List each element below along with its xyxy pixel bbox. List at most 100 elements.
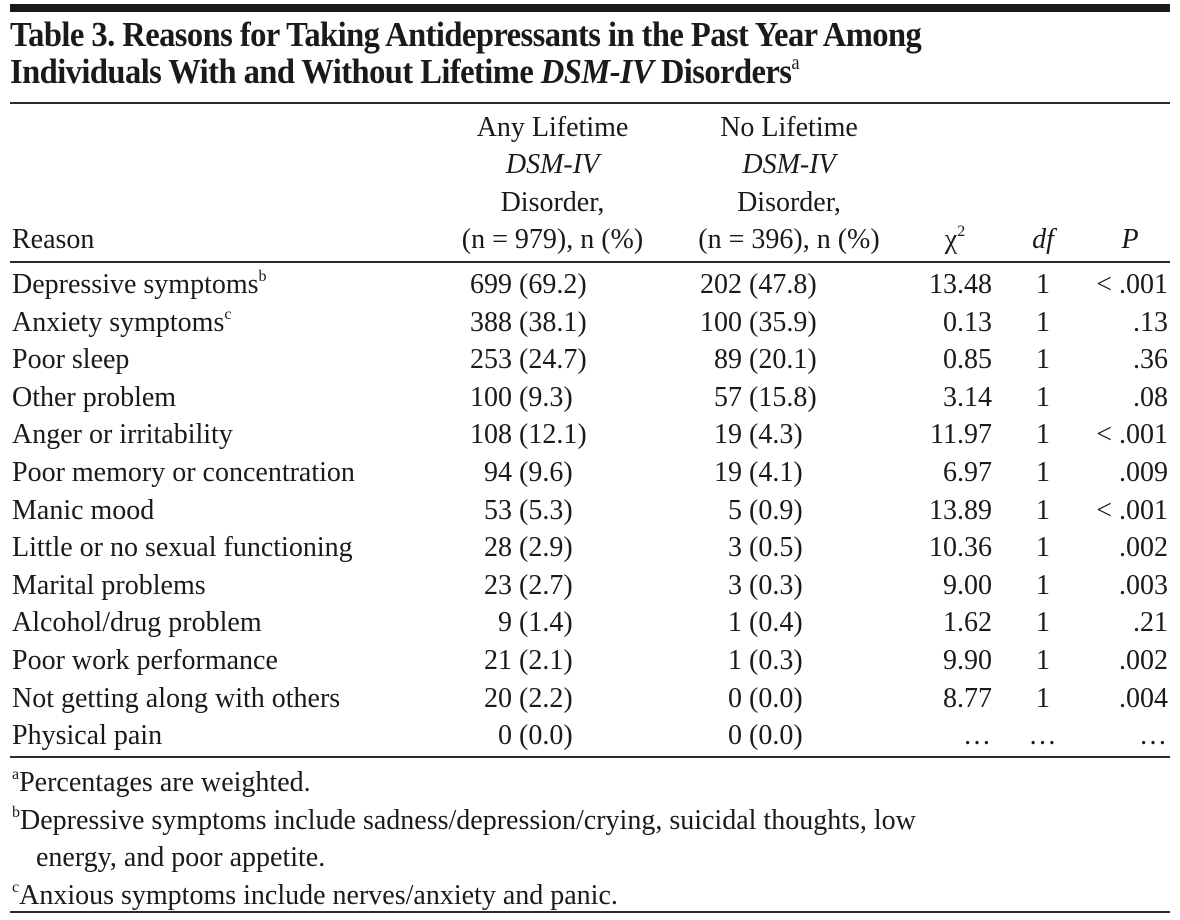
reason-cell: Poor sleep bbox=[12, 345, 129, 375]
table-row: Anxiety symptomsc 388 (38.1) 100 (35.9) 0.13 1… bbox=[0, 306, 1180, 345]
no-lifetime-percent: (0.0) bbox=[749, 682, 803, 714]
any-lifetime-count: 21 bbox=[484, 645, 512, 676]
no-lifetime-percent: (35.9) bbox=[749, 306, 817, 338]
no-lifetime-percent: (0.3) bbox=[749, 569, 803, 601]
p-value: .002 bbox=[1119, 532, 1168, 564]
reason-text: Depressive symptoms bbox=[12, 269, 259, 300]
any-lifetime-count: 388 bbox=[470, 306, 512, 338]
reason-text: Anger or irritability bbox=[12, 419, 233, 451]
title-divider bbox=[10, 102, 1170, 104]
footnote-text: Percentages are weighted. bbox=[19, 767, 311, 798]
col-no-lifetime-line1: No Lifetime bbox=[720, 112, 858, 143]
chi-square-value: 0.13 bbox=[943, 306, 992, 338]
df-value: 1 bbox=[1036, 419, 1050, 451]
p-value: < .001 bbox=[1096, 494, 1168, 526]
no-lifetime-count: 19 bbox=[714, 457, 742, 488]
no-lifetime-count: 3 bbox=[728, 569, 742, 601]
col-no-lifetime-line3: Disorder, bbox=[737, 187, 841, 218]
footnote-b: bDepressive symptoms include sadness/dep… bbox=[12, 802, 1162, 840]
no-lifetime-percent: (4.1) bbox=[749, 457, 803, 488]
table-row: Depressive symptomsb 699 (69.2) 202 (47.8) 13… bbox=[0, 269, 1180, 307]
p-value: < .001 bbox=[1096, 419, 1168, 451]
no-lifetime-count: 1 bbox=[728, 607, 742, 639]
df-value: 1 bbox=[1036, 607, 1050, 639]
footnote-mark: b bbox=[12, 803, 20, 821]
p-value: .009 bbox=[1119, 457, 1168, 488]
any-lifetime-percent: (2.7) bbox=[519, 569, 573, 601]
any-lifetime-count: 94 bbox=[484, 457, 512, 488]
any-lifetime-percent: (9.3) bbox=[519, 381, 573, 413]
footnote-mark: c bbox=[12, 878, 20, 896]
table-row: Physical pain 0 (0.0) 0 (0.0)……… bbox=[0, 721, 1180, 758]
title-dsm-italic: DSM-IV bbox=[540, 52, 654, 91]
no-lifetime-count: 19 bbox=[714, 419, 742, 451]
top-rule-bar bbox=[10, 4, 1170, 12]
any-lifetime-percent: (5.3) bbox=[519, 494, 573, 526]
reason-cell: Alcohol/drug problem bbox=[12, 608, 262, 638]
footnote-mark: a bbox=[12, 766, 20, 783]
reason-text: Alcohol/drug problem bbox=[12, 607, 262, 639]
reason-text: Manic mood bbox=[12, 494, 155, 526]
any-lifetime-percent: (9.6) bbox=[519, 457, 573, 488]
reason-cell: Poor work performance bbox=[12, 646, 278, 676]
any-lifetime-percent: (24.7) bbox=[519, 344, 587, 376]
chi-square-value: 6.97 bbox=[943, 457, 992, 488]
any-lifetime-count: 23 bbox=[484, 569, 512, 601]
any-lifetime-percent: (0.0) bbox=[519, 720, 573, 752]
reason-text: Not getting along with others bbox=[12, 682, 341, 714]
df-value: 1 bbox=[1036, 645, 1050, 676]
table-row: Poor work performance 21 (2.1) 1 (0.3) 9.90 1.… bbox=[0, 646, 1180, 683]
chi-square-value: 13.48 bbox=[929, 269, 992, 300]
no-lifetime-count: 0 bbox=[728, 720, 742, 752]
reason-cell: Poor memory or concentration bbox=[12, 458, 355, 488]
footer-divider bbox=[10, 911, 1170, 913]
table-title: Table 3. Reasons for Taking Antidepressa… bbox=[10, 16, 1089, 90]
any-lifetime-count: 100 bbox=[470, 381, 512, 413]
table-row: Other problem 100 (9.3) 57 (15.8) 3.14 1 .08 bbox=[0, 381, 1180, 420]
table-title-line-2: Individuals With and Without Lifetime DS… bbox=[10, 52, 800, 91]
table-row: Marital problems 23 (2.7) 3 (0.3) 9.00 1 .003 bbox=[0, 569, 1180, 608]
df-value: 1 bbox=[1036, 306, 1050, 338]
no-lifetime-percent: (0.3) bbox=[749, 645, 803, 676]
reason-cell: Little or no sexual functioning bbox=[12, 533, 353, 563]
p-value: .004 bbox=[1119, 682, 1168, 714]
table-row: Anger or irritability 108 (12.1) 19 (4.3) 11.… bbox=[0, 420, 1180, 457]
any-lifetime-count: 53 bbox=[484, 494, 512, 526]
col-chi-square-header: χ2 bbox=[944, 223, 966, 255]
chi-square-value: 3.14 bbox=[943, 381, 992, 413]
df-value: 1 bbox=[1036, 682, 1050, 714]
reason-text: Anxiety symptoms bbox=[12, 306, 225, 338]
any-lifetime-count: 9 bbox=[498, 607, 512, 639]
chi-square-value: 9.00 bbox=[943, 569, 992, 601]
chi-square-value: 9.90 bbox=[943, 645, 992, 676]
no-lifetime-count: 57 bbox=[714, 381, 742, 413]
p-value: .36 bbox=[1133, 344, 1168, 376]
col-any-lifetime-line4: (n = 979), n (%) bbox=[461, 224, 644, 255]
p-value: .13 bbox=[1133, 306, 1168, 338]
reason-text: Marital problems bbox=[12, 569, 206, 601]
col-no-lifetime-line4: (n = 396), n (%) bbox=[698, 224, 880, 255]
df-value: … bbox=[1028, 720, 1058, 752]
p-value: .08 bbox=[1133, 381, 1168, 413]
reason-text: Poor sleep bbox=[12, 344, 130, 376]
no-lifetime-count: 3 bbox=[728, 532, 742, 564]
body-divider bbox=[10, 756, 1170, 758]
no-lifetime-percent: (0.5) bbox=[749, 532, 803, 564]
any-lifetime-count: 699 bbox=[470, 269, 512, 300]
chi-square-value: 0.85 bbox=[943, 344, 992, 376]
no-lifetime-percent: (20.1) bbox=[749, 344, 817, 376]
no-lifetime-count: 5 bbox=[728, 494, 742, 526]
no-lifetime-percent: (0.4) bbox=[749, 607, 803, 639]
reason-cell: Not getting along with others bbox=[12, 682, 341, 714]
any-lifetime-percent: (2.9) bbox=[519, 532, 573, 564]
reason-text: Physical pain bbox=[12, 720, 163, 752]
any-lifetime-count: 28 bbox=[484, 532, 512, 564]
any-lifetime-count: 253 bbox=[470, 344, 512, 376]
any-lifetime-percent: (12.1) bbox=[519, 419, 587, 451]
chi-square-value: 11.97 bbox=[930, 419, 992, 451]
table-title-line-1: Table 3. Reasons for Taking Antidepressa… bbox=[10, 15, 922, 54]
reason-cell: Other problem bbox=[12, 382, 176, 413]
footnote-a: aPercentages are weighted. bbox=[12, 764, 1162, 802]
table-row: Poor memory or concentration 94 (9.6) 19 (4.… bbox=[0, 458, 1180, 495]
df-value: 1 bbox=[1036, 381, 1050, 413]
